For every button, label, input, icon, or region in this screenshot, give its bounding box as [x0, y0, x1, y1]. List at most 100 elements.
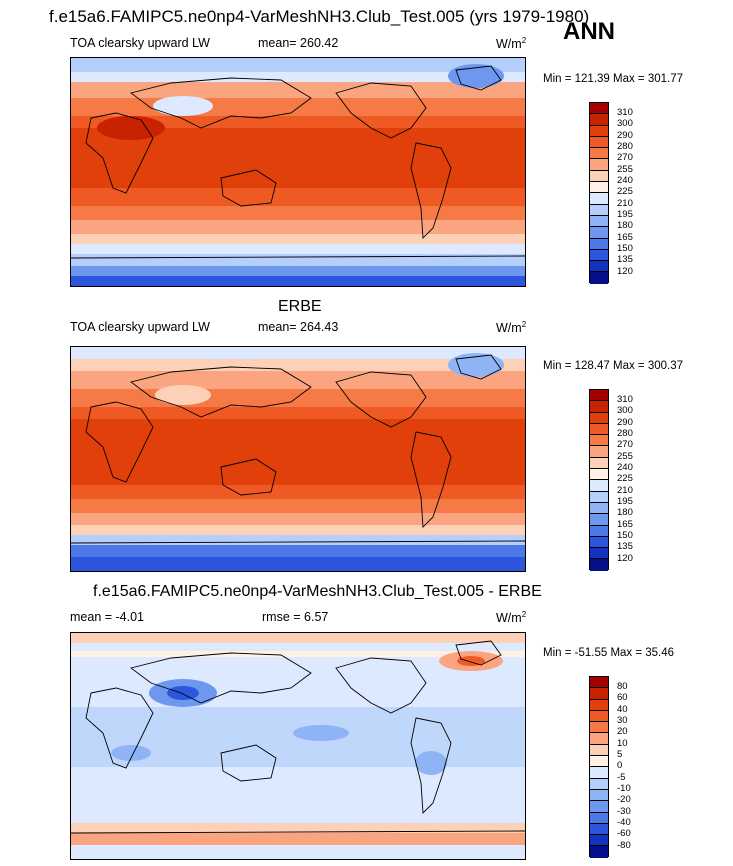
panel-3-minmax: Min = -51.55 Max = 35.46 [543, 647, 675, 659]
panel-3-color-swatch [590, 722, 608, 734]
season-label: ANN [563, 18, 615, 45]
panel-1-color-swatch [590, 159, 608, 171]
panel-2-mean-label: mean= 264.43 [258, 320, 339, 334]
panel-2-colorbar-label: 310 [617, 394, 633, 405]
panel-2-colorbar-labels: 310 300 290 280 270 255 240 225 210 195 … [617, 389, 657, 570]
panel-1-color-swatch [590, 204, 608, 216]
main-title: f.e15a6.FAMIPC5.ne0np4-VarMeshNH3.Club_T… [49, 7, 590, 26]
panel-1-color-swatch [590, 193, 608, 205]
panel-2-color-swatch [590, 491, 608, 503]
panel-3-color-swatch [590, 835, 608, 847]
panel-1-colorbar-label: 210 [617, 198, 633, 209]
panel-2-color-swatch [590, 390, 608, 402]
panel-1-color-swatch [590, 215, 608, 228]
panel-3-color-swatch [590, 756, 608, 768]
panel-2-colorbar-label: 210 [617, 485, 633, 496]
panel-1-minmax: Min = 121.39 Max = 301.77 [543, 73, 684, 85]
panel-3-colorbar [589, 676, 609, 858]
panel-3-color-swatch [590, 801, 608, 813]
panel-3-colorbar-label: 40 [617, 704, 628, 715]
panel-2-color-swatch [590, 514, 608, 526]
panel-2-colorbar-label: 120 [617, 553, 633, 564]
panel-1-colorbar [589, 102, 609, 284]
panel-2-map [70, 346, 526, 572]
panel-3-color-swatch [590, 812, 608, 824]
panel-1-colorbar-label: 240 [617, 175, 633, 186]
panel-1-color-swatch [590, 249, 608, 262]
panel-1-colorbar-label: 135 [617, 254, 633, 265]
panel-3-colorbar-labels: 80 60 40 30 20 10 5 0 -5 -10 -20 -30 -40… [617, 676, 657, 857]
panel-2-colorbar [589, 389, 609, 571]
panel-1-color-swatch [590, 272, 608, 284]
panel-3-colorbar-label: -40 [617, 817, 631, 828]
panel-3-color-swatch [590, 846, 608, 858]
panel-3-color-swatch [590, 688, 608, 700]
panel-2-colorbar-label: 240 [617, 462, 633, 473]
panel-3-colorbar-label: 80 [617, 681, 628, 692]
panel-1-color-swatch [590, 136, 608, 149]
panel-1-left-label: TOA clearsky upward LW [70, 36, 210, 50]
panel-1-colorbar-labels: 310 300 290 280 270 255 240 225 210 195 … [617, 102, 657, 283]
panel-3-colorbar-label: 30 [617, 715, 628, 726]
panel-1-map [70, 57, 526, 287]
panel-2-colorbar-label: 195 [617, 496, 633, 507]
panel-1-mean-label: mean= 260.42 [258, 36, 339, 50]
panel-3-color-swatch [590, 778, 608, 790]
panel-1-colorbar-label: 195 [617, 209, 633, 220]
panel-1-colorbar-label: 120 [617, 266, 633, 277]
panel-3-color-swatch [590, 823, 608, 836]
panel-2-colorbar-label: 135 [617, 541, 633, 552]
panel-2-color-swatch [590, 548, 608, 560]
panel-1-colorbar-label: 165 [617, 232, 633, 243]
panel-2-colorbar-label: 255 [617, 451, 633, 462]
panel-2-color-swatch [590, 401, 608, 413]
panel-1-color-swatch [590, 227, 608, 239]
panel-3-color-swatch [590, 744, 608, 757]
panel-1-color-swatch [590, 103, 608, 115]
panel-2-color-swatch [590, 502, 608, 515]
panel-2-color-swatch [590, 446, 608, 458]
panel-3-colorbar-label: -5 [617, 772, 626, 783]
panel-3-title: f.e15a6.FAMIPC5.ne0np4-VarMeshNH3.Club_T… [93, 583, 542, 600]
panel-1-colorbar-label: 150 [617, 243, 633, 254]
panel-2-color-swatch [590, 412, 608, 424]
panel-2-color-swatch [590, 559, 608, 571]
panel-3-colorbar-label: 20 [617, 726, 628, 737]
panel-3-colorbar-label: -80 [617, 840, 631, 851]
panel-3-units: W/m2 [496, 610, 527, 626]
panel-3-color-swatch [590, 699, 608, 711]
panel-1-color-swatch [590, 238, 608, 250]
panel-2-colorbar-label: 225 [617, 473, 633, 484]
panel-2-title: ERBE [278, 298, 322, 315]
panel-2-colorbar-label: 165 [617, 519, 633, 530]
panel-2-color-swatch [590, 536, 608, 549]
panel-2-units: W/m2 [496, 320, 527, 336]
panel-1-color-swatch [590, 261, 608, 273]
panel-1-colorbar-label: 300 [617, 118, 633, 129]
panel-2-colorbar-label: 180 [617, 507, 633, 518]
panel-2-color-swatch [590, 457, 608, 470]
panel-2-color-swatch [590, 525, 608, 537]
panel-3-colorbar-label: -30 [617, 806, 631, 817]
panel-3-color-swatch [590, 789, 608, 802]
panel-3-colorbar-label: 10 [617, 738, 628, 749]
panel-1-color-swatch [590, 182, 608, 194]
panel-3-colorbar-label: -20 [617, 794, 631, 805]
panel-3-rmse-label: rmse = 6.57 [262, 610, 329, 624]
panel-1-colorbar-label: 290 [617, 130, 633, 141]
panel-3-colorbar-label: -10 [617, 783, 631, 794]
panel-1-colorbar-label: 180 [617, 220, 633, 231]
panel-3-color-swatch [590, 677, 608, 689]
panel-3-map [70, 632, 526, 860]
panel-1-color-swatch [590, 170, 608, 183]
panel-2-colorbar-label: 280 [617, 428, 633, 439]
panel-1-units: W/m2 [496, 36, 527, 52]
panel-3-color-swatch [590, 710, 608, 723]
panel-2-colorbar-label: 290 [617, 417, 633, 428]
panel-1-colorbar-label: 225 [617, 186, 633, 197]
panel-2-left-label: TOA clearsky upward LW [70, 320, 210, 334]
panel-2-color-swatch [590, 480, 608, 492]
panel-1-color-swatch [590, 148, 608, 160]
panel-3-colorbar-label: 5 [617, 749, 623, 760]
panel-2-minmax: Min = 128.47 Max = 300.37 [543, 360, 684, 372]
